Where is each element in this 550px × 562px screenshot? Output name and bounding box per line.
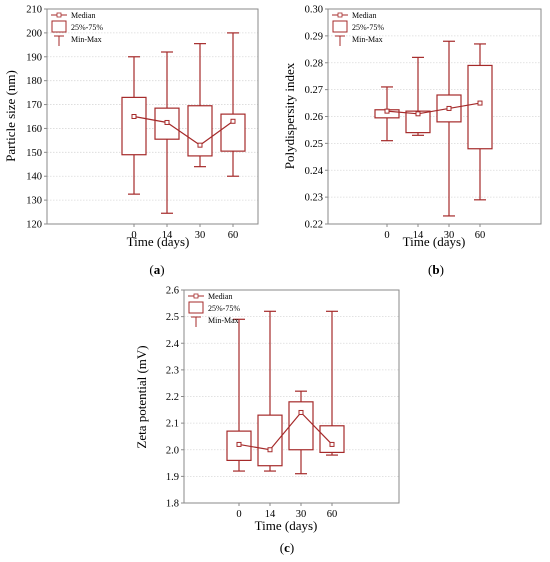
y-tick-label: 2.3: [166, 365, 179, 376]
y-tick-label: 2.1: [166, 419, 179, 430]
iqr-box: [319, 425, 345, 454]
plot-frame: [46, 8, 259, 225]
legend: Median 25%-75% Min-Max: [51, 11, 103, 46]
x-tick-label: 30: [296, 509, 307, 520]
y-tick-label: 160: [26, 124, 42, 135]
median-marker: [446, 105, 452, 111]
y-tick-label: 1.8: [166, 499, 179, 510]
y-tick-label: 190: [26, 52, 42, 63]
y-tick-label: 2.2: [166, 392, 179, 403]
y-axis-title: Polydispersity index: [282, 62, 297, 169]
panel-label: (a): [149, 262, 164, 277]
x-tick-label: 30: [195, 230, 206, 241]
legend-median-label: Median: [71, 11, 95, 20]
median-line: [133, 115, 234, 146]
y-tick-label: 0.26: [305, 112, 323, 123]
legend-box-swatch: [332, 20, 348, 33]
legend-whisker-label: Min-Max: [208, 316, 239, 325]
x-tick-label: 60: [327, 509, 338, 520]
y-axis-title: Zeta potential (mV): [134, 345, 149, 448]
iqr-box: [121, 96, 147, 156]
legend-median-marker: [337, 12, 343, 18]
y-tick-label: 2.6: [166, 286, 179, 297]
legend-box-swatch: [188, 301, 204, 314]
x-tick-label: 60: [228, 230, 239, 241]
x-tick-label: 14: [162, 230, 173, 241]
legend-box-label: 25%-75%: [71, 23, 103, 32]
chart-panel-a: 120 130 140 150 160 170 180 190 200 210 0 14 30 60 Med…: [3, 5, 259, 277]
y-tick-label: 2.5: [166, 312, 179, 323]
y-tick-label: 0.28: [305, 58, 323, 69]
median-marker: [164, 119, 170, 125]
y-tick-label: 0.27: [305, 85, 323, 96]
legend-box-label: 25%-75%: [208, 304, 240, 313]
y-tick-label: 150: [26, 148, 42, 159]
y-tick-label: 0.30: [305, 5, 323, 16]
x-tick-label: 14: [413, 230, 424, 241]
x-tick-label: 0: [384, 230, 389, 241]
chart-panel-c: 1.8 1.9 2.0 2.1 2.2 2.3 2.4 2.5 2.6 0 14 30 60 Median…: [134, 286, 400, 555]
y-tick-label: 0.23: [305, 193, 323, 204]
x-axis-title: Time (days): [127, 234, 190, 249]
x-tick-label: 30: [444, 230, 455, 241]
y-tick-label: 0.29: [305, 31, 323, 42]
legend-median-label: Median: [352, 11, 376, 20]
y-tick-label: 210: [26, 5, 42, 16]
legend-median-marker: [56, 12, 62, 18]
median-marker: [298, 409, 304, 415]
legend-whisker-label: Min-Max: [71, 35, 102, 44]
y-tick-label: 2.0: [166, 445, 179, 456]
y-tick-label: 130: [26, 196, 42, 207]
median-marker: [384, 108, 390, 114]
y-tick-label: 180: [26, 76, 42, 87]
y-tick-label: 170: [26, 100, 42, 111]
median-marker: [131, 114, 137, 119]
x-tick-label: 60: [475, 230, 486, 241]
median-marker: [230, 118, 236, 124]
legend: Median 25%-75% Min-Max: [188, 292, 240, 327]
y-tick-label: 0.25: [305, 139, 323, 150]
y-tick-label: 0.24: [305, 166, 324, 177]
legend-whisker-label: Min-Max: [352, 35, 383, 44]
legend-median-marker: [193, 293, 199, 299]
y-tick-label: 200: [26, 28, 42, 39]
x-axis-title: Time (days): [255, 518, 318, 533]
legend-box-label: 25%-75%: [352, 23, 384, 32]
median-marker: [267, 447, 273, 453]
median-line: [386, 102, 481, 115]
iqr-box: [467, 64, 493, 150]
legend-median-label: Median: [208, 292, 232, 301]
iqr-box: [187, 105, 213, 157]
x-tick-label: 0: [131, 230, 136, 241]
median-marker: [236, 441, 242, 447]
x-tick-label: 14: [265, 509, 276, 520]
y-tick-label: 140: [26, 172, 42, 183]
panel-label: (b): [428, 262, 444, 277]
median-marker: [329, 441, 335, 447]
chart-panel-b: 0.22 0.23 0.24 0.25 0.26 0.27 0.28 0.29 0.30 0 14 3…: [282, 5, 542, 277]
median-marker: [415, 111, 421, 117]
legend-box-swatch: [51, 20, 67, 33]
median-marker: [477, 100, 483, 106]
plot-frame: [327, 8, 542, 225]
x-tick-label: 0: [236, 509, 241, 520]
median-marker: [197, 142, 203, 148]
iqr-box: [405, 110, 431, 134]
y-tick-label: 2.4: [166, 339, 180, 350]
y-tick-label: 120: [26, 220, 42, 231]
median-line: [238, 411, 333, 451]
y-tick-label: 0.22: [305, 220, 323, 231]
x-axis-title: Time (days): [403, 234, 466, 249]
iqr-box: [288, 401, 314, 451]
plot-frame: [183, 289, 400, 504]
y-tick-label: 1.9: [166, 472, 179, 483]
legend: Median 25%-75% Min-Max: [332, 11, 384, 46]
y-axis-title: Particle size (nm): [3, 70, 18, 162]
panel-label: (c): [280, 540, 294, 555]
